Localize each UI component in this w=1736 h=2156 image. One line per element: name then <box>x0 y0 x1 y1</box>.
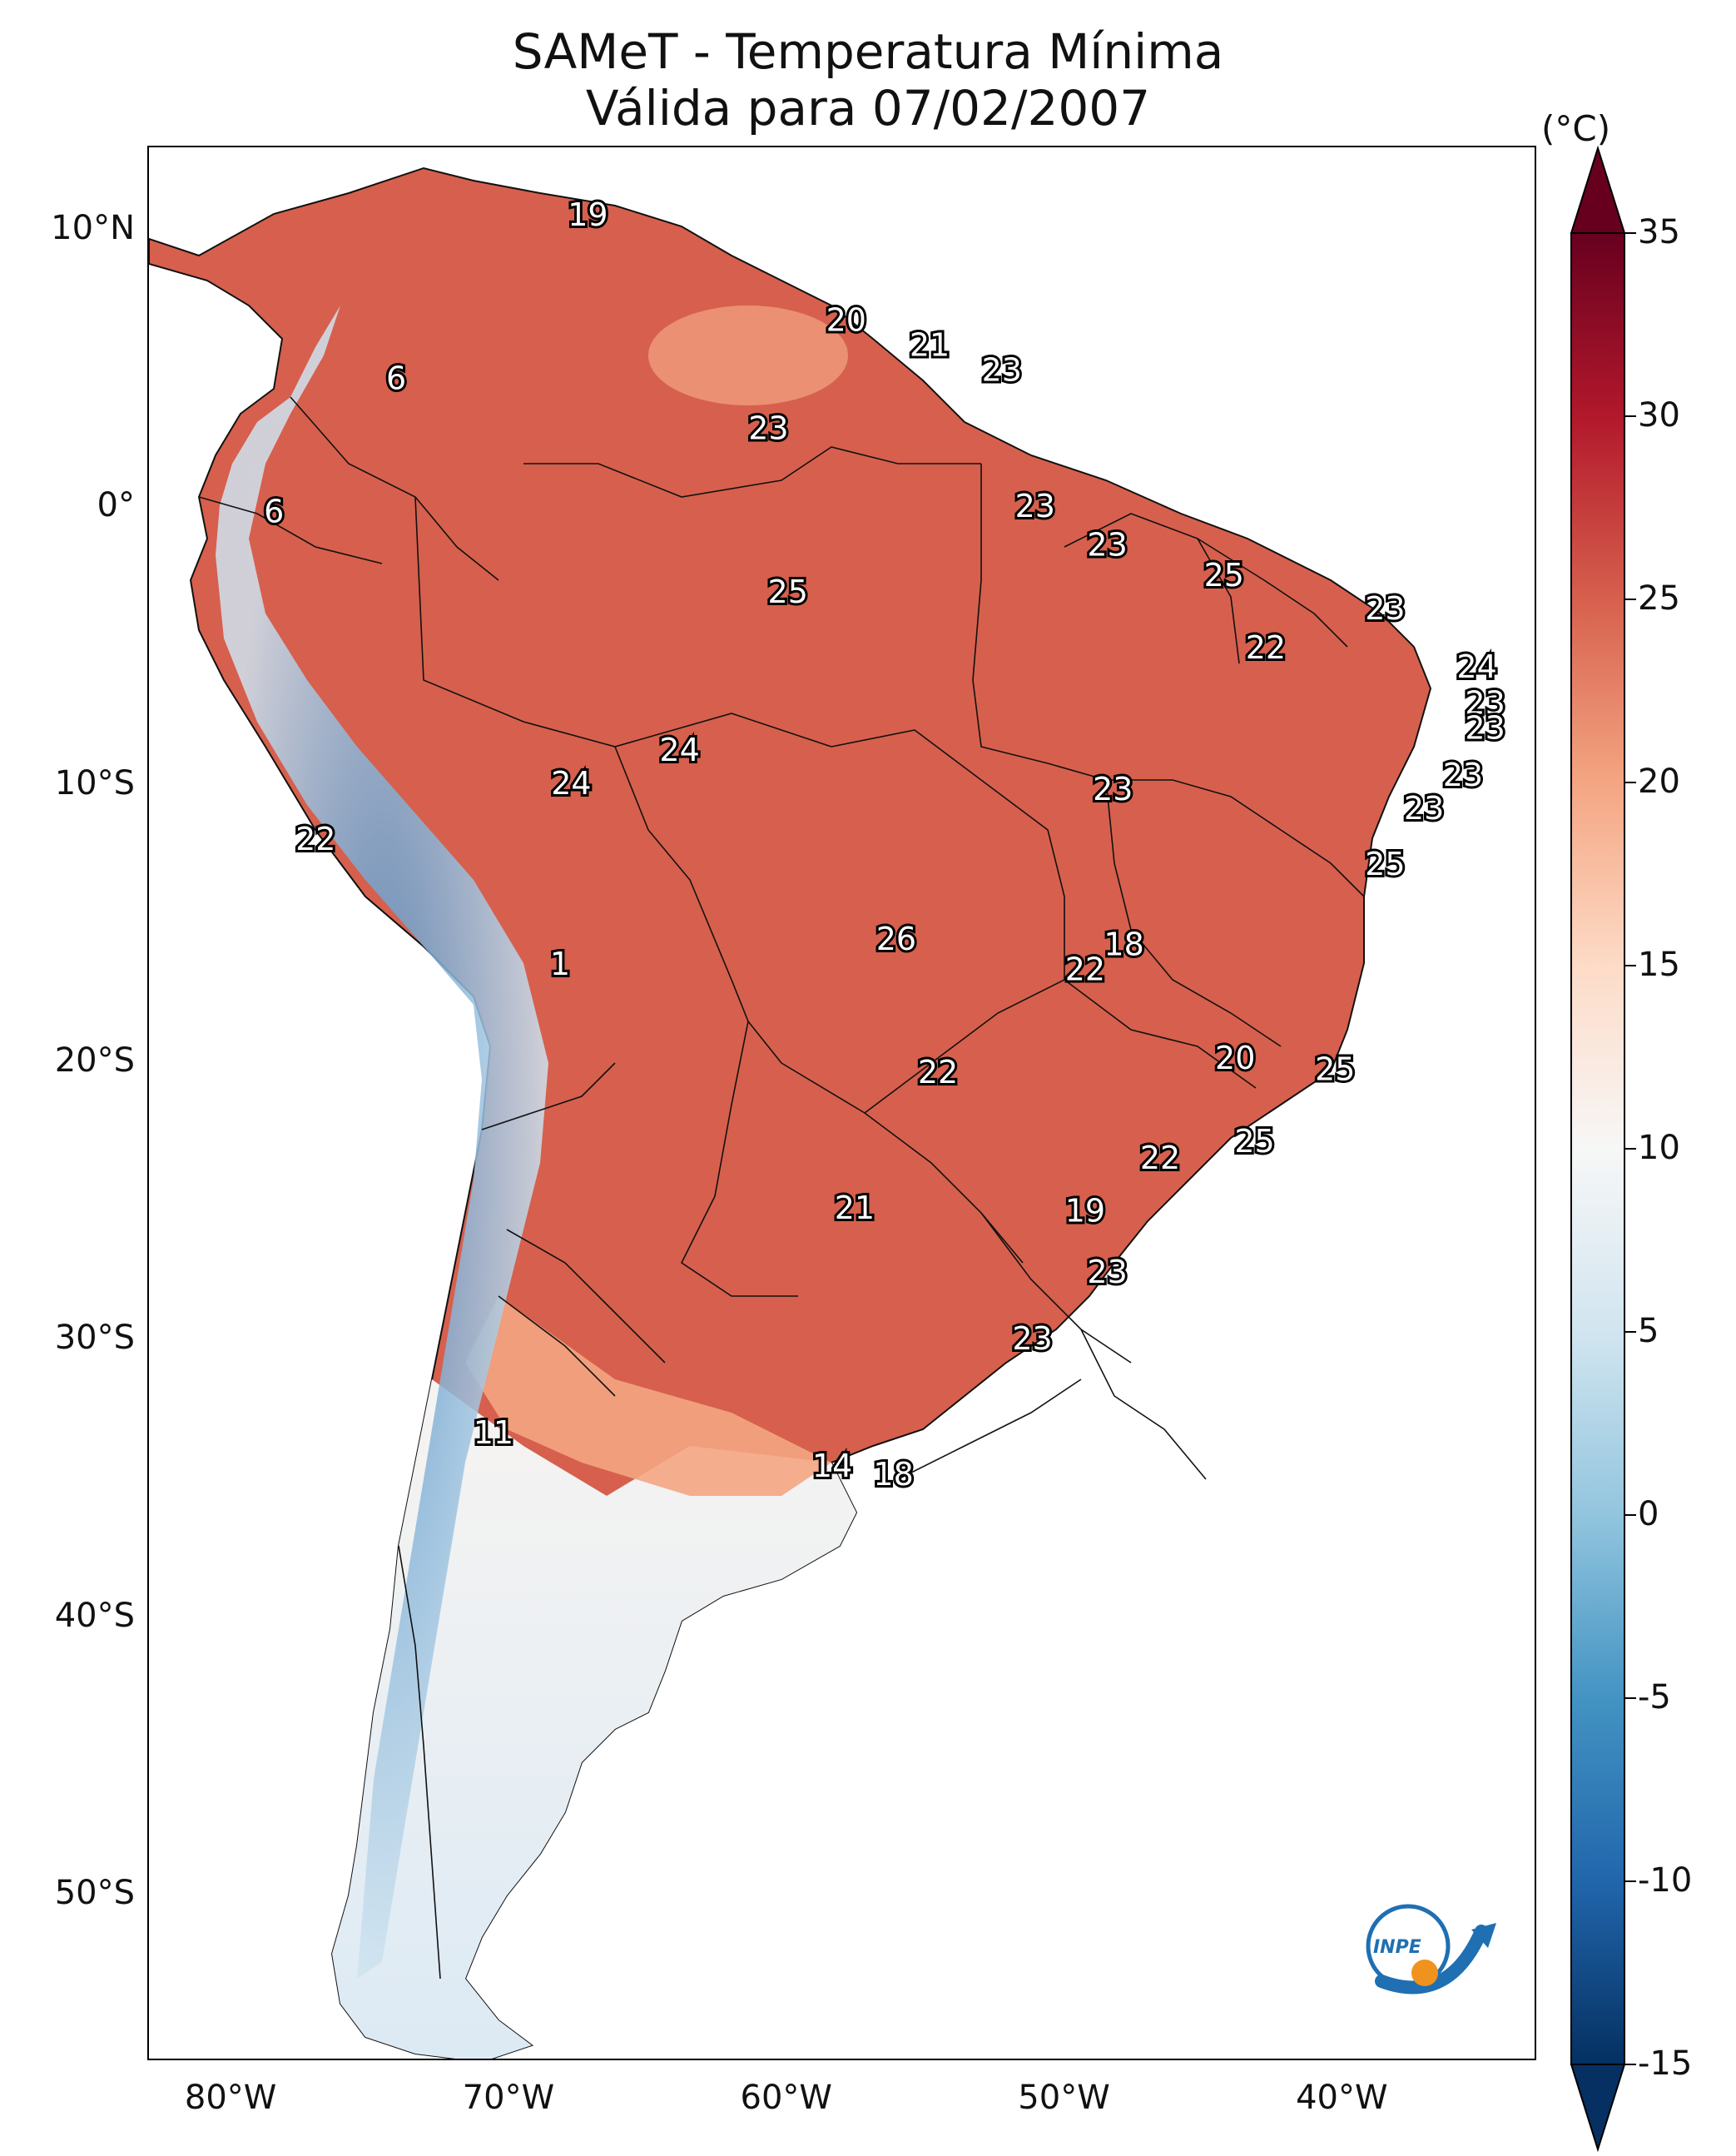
station-value-label: 23 <box>1093 771 1133 807</box>
colorbar-tick-label: 0 <box>1638 1495 1659 1533</box>
lon-tick-label: 70°W <box>462 2079 555 2117</box>
station-value-label: 23 <box>1443 757 1483 793</box>
station-value-label: 25 <box>1204 557 1244 594</box>
station-value-label: 1 <box>550 946 570 982</box>
lat-tick-label: 0° <box>97 486 135 525</box>
colorbar-tick-label: 15 <box>1638 946 1680 984</box>
station-value-label: 24 <box>551 765 591 802</box>
station-value-label: 25 <box>1365 846 1405 882</box>
colorbar-body <box>1570 232 1625 2065</box>
station-value-label: 23 <box>1015 488 1055 524</box>
station-value-label: 18 <box>873 1456 913 1493</box>
station-value-label: 24 <box>1456 648 1496 685</box>
lat-tick-label: 20°S <box>54 1041 135 1080</box>
lon-tick-label: 50°W <box>1018 2079 1110 2117</box>
station-value-label: 22 <box>918 1054 958 1090</box>
station-value-label: 19 <box>568 196 608 233</box>
inpe-logo: INPE <box>1366 1904 1496 1995</box>
colorbar-tick-label: 30 <box>1638 396 1680 435</box>
title-line-1: SAMeT - Temperatura Mínima <box>512 23 1224 80</box>
colorbar-unit: (°C) <box>1541 108 1611 149</box>
lat-tick-label: 40°S <box>54 1596 135 1635</box>
station-value-label: 6 <box>386 360 406 397</box>
station-value-label: 20 <box>1215 1040 1255 1076</box>
station-value-label: 22 <box>295 821 335 857</box>
colorbar-tick-label: -15 <box>1638 2044 1693 2083</box>
station-value-label: 22 <box>1140 1140 1180 1176</box>
title-line-2: Válida para 07/02/2007 <box>585 80 1151 137</box>
colorbar-tick-label: 5 <box>1638 1312 1659 1350</box>
colorbar-tick-label: -5 <box>1638 1678 1671 1716</box>
colorbar <box>1570 145 1636 2153</box>
andes-cold-strip <box>216 306 548 1979</box>
colorbar-ticks <box>1624 232 1636 2065</box>
southern-cool-region <box>332 1379 856 2059</box>
station-value-label: 23 <box>1404 790 1444 827</box>
station-value-label: 23 <box>748 410 788 447</box>
lon-tick-label: 40°W <box>1296 2079 1388 2117</box>
station-value-label: 23 <box>1087 527 1127 564</box>
station-value-label: 25 <box>768 574 808 610</box>
station-value-label: 23 <box>1365 590 1405 627</box>
colorbar-tick-label: 35 <box>1638 213 1680 251</box>
station-value-label: 14 <box>812 1448 852 1484</box>
station-value-label: 24 <box>659 732 699 768</box>
map-panel: 19 20 21 23 6 23 6 23 23 25 25 23 22 24 23 23 24 23 24 23 23… <box>147 146 1536 2060</box>
station-value-label: 23 <box>1465 685 1505 722</box>
colorbar-tick-label: 25 <box>1638 579 1680 618</box>
station-value-label: 19 <box>1065 1193 1105 1230</box>
lat-tick-label: 10°N <box>51 209 135 247</box>
station-value-label: 23 <box>982 352 1022 389</box>
station-value-label: 21 <box>910 327 950 364</box>
lat-tick-label: 10°S <box>54 763 135 802</box>
station-value-label: 21 <box>835 1190 875 1226</box>
station-value-label: 25 <box>1315 1051 1355 1088</box>
lon-tick-label: 80°W <box>184 2079 277 2117</box>
station-value-label: 22 <box>1246 629 1286 666</box>
station-value-label: 22 <box>1065 951 1105 988</box>
station-value-label: 6 <box>264 494 284 530</box>
colorbar-tick-label: 20 <box>1638 763 1680 801</box>
lon-tick-label: 60°W <box>740 2079 832 2117</box>
colorbar-tick-label: -10 <box>1638 1861 1693 1900</box>
continent-shape <box>149 166 1432 2059</box>
station-value-label: 23 <box>1465 710 1505 747</box>
map-title: SAMeT - Temperatura Mínima Válida para 0… <box>0 23 1736 137</box>
pampas-region <box>465 1296 831 1496</box>
colorbar-tick-label: 10 <box>1638 1129 1680 1167</box>
colorbar-bottom-arrow <box>1570 2064 1626 2153</box>
station-value-label: 23 <box>1087 1254 1127 1290</box>
station-value-label: 26 <box>876 921 916 957</box>
station-value-label: 25 <box>1234 1123 1274 1160</box>
lat-tick-label: 50°S <box>54 1874 135 1912</box>
station-value-label: 20 <box>826 302 866 339</box>
colorbar-top-arrow <box>1570 145 1626 234</box>
lat-tick-label: 30°S <box>54 1319 135 1358</box>
station-value-label: 18 <box>1104 926 1143 963</box>
station-value-label: 11 <box>474 1414 513 1451</box>
country-borders <box>198 396 1365 1980</box>
inpe-logo-text: INPE <box>1373 1937 1421 1958</box>
station-value-label: 23 <box>1012 1320 1052 1357</box>
guiana-highlands <box>648 306 848 405</box>
